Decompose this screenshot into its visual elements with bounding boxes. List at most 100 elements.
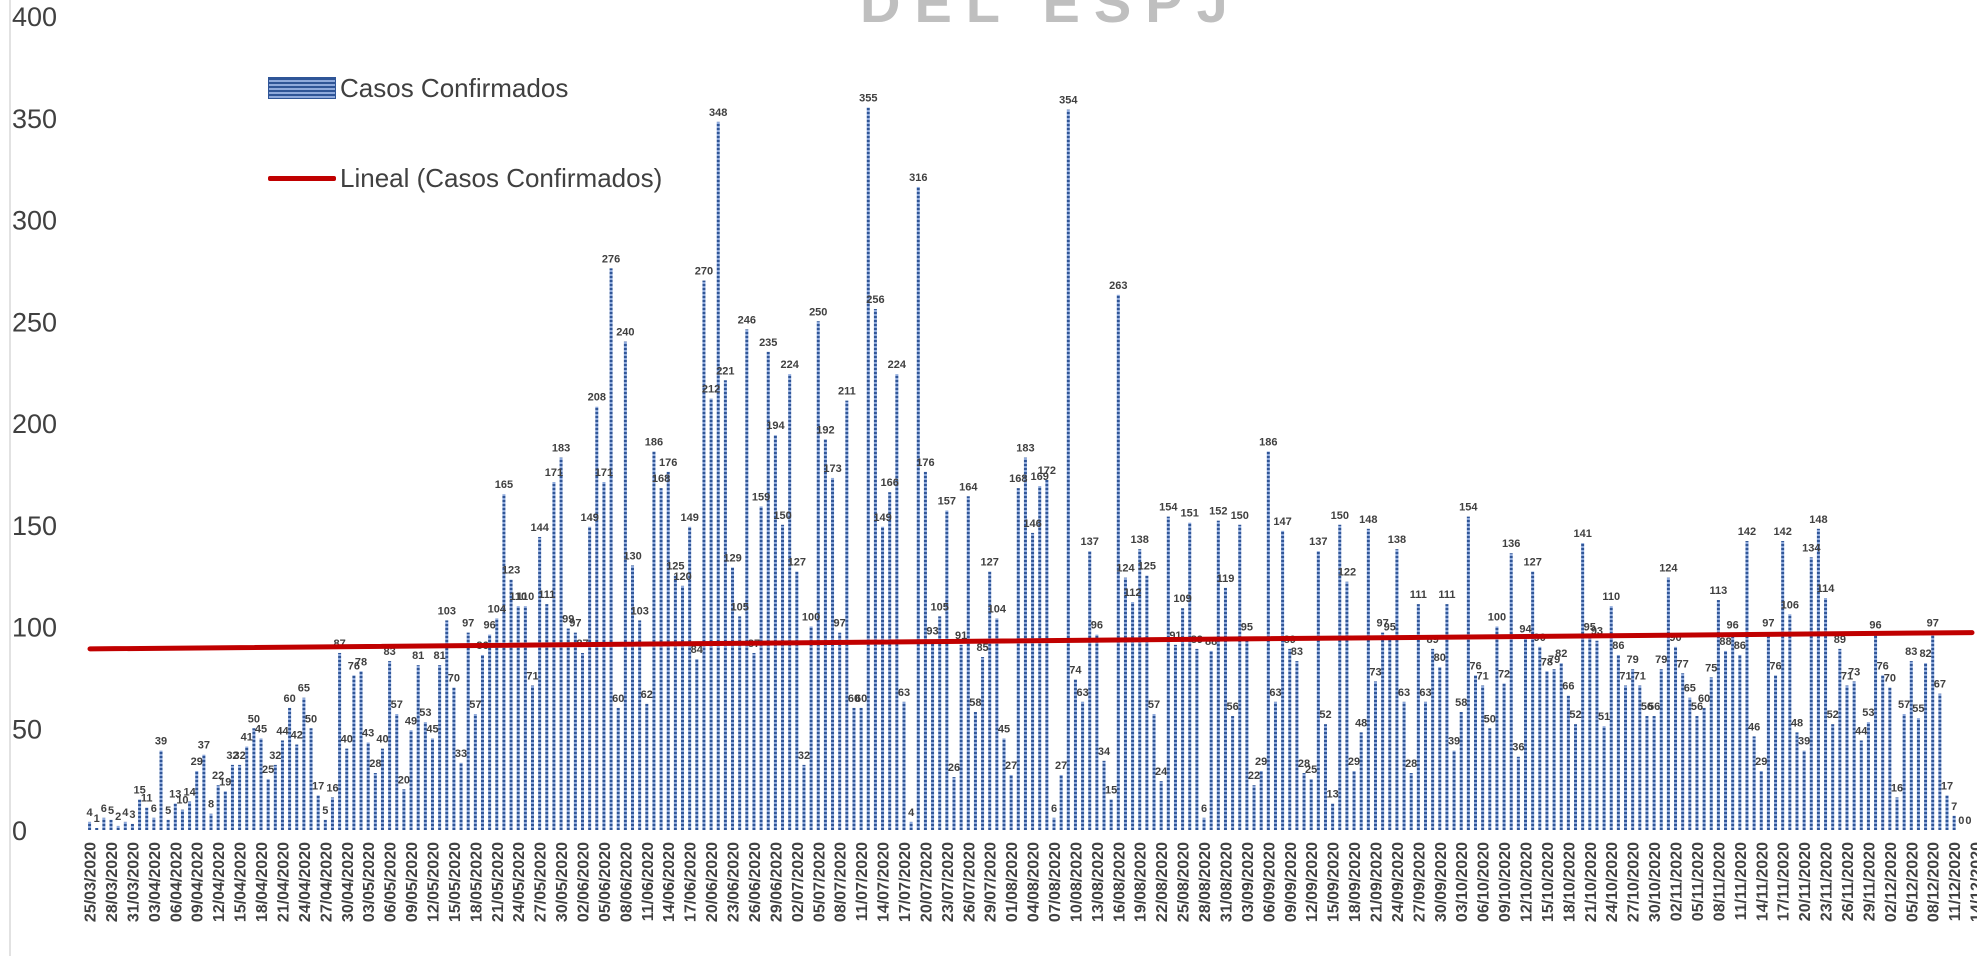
bar-value-label: 49 bbox=[405, 715, 417, 727]
bar-value-label: 79 bbox=[1548, 654, 1560, 666]
bar bbox=[731, 567, 735, 830]
bar-value-label: 159 bbox=[752, 491, 770, 503]
bar-value-label: 123 bbox=[502, 565, 520, 577]
bar-value-label: 208 bbox=[588, 392, 606, 404]
bar bbox=[266, 779, 270, 830]
bar bbox=[395, 714, 399, 830]
bar bbox=[1788, 614, 1792, 830]
x-tick-label: 25/03/2020 bbox=[83, 842, 100, 922]
bar-value-label: 113 bbox=[1710, 585, 1728, 597]
bar-value-label: 71 bbox=[1841, 671, 1853, 683]
bar-value-label: 5 bbox=[165, 805, 171, 817]
bar bbox=[1695, 716, 1699, 830]
bar bbox=[1645, 716, 1649, 830]
bar bbox=[466, 632, 470, 830]
bar bbox=[1252, 785, 1256, 830]
x-tick-label: 23/11/2020 bbox=[1819, 842, 1836, 921]
x-tick-label: 09/09/2020 bbox=[1283, 842, 1300, 922]
bar-value-label: 17 bbox=[312, 780, 324, 792]
bar-value-label: 26 bbox=[948, 762, 960, 774]
bar-value-label: 29 bbox=[1348, 756, 1360, 768]
bar-value-label: 17 bbox=[1941, 780, 1953, 792]
y-tick-label: 250 bbox=[12, 307, 57, 337]
bar bbox=[1702, 707, 1706, 830]
bar-value-label: 168 bbox=[1009, 473, 1027, 485]
bar bbox=[709, 398, 713, 830]
x-tick-label: 26/07/2020 bbox=[961, 842, 978, 922]
bar bbox=[1031, 532, 1035, 830]
bar-value-label: 5 bbox=[322, 805, 328, 817]
bar-value-label: 224 bbox=[780, 359, 799, 371]
bar bbox=[273, 764, 277, 830]
bar bbox=[1674, 646, 1678, 830]
bar bbox=[1531, 571, 1535, 830]
bar bbox=[1774, 675, 1778, 830]
bar bbox=[1081, 701, 1085, 830]
x-tick-label: 15/05/2020 bbox=[447, 842, 464, 922]
bar bbox=[1323, 724, 1327, 830]
bar bbox=[616, 707, 620, 830]
x-tick-label: 29/06/2020 bbox=[768, 842, 785, 922]
bar-value-label: 111 bbox=[1410, 589, 1427, 601]
bar-value-label: 43 bbox=[362, 727, 374, 739]
bar bbox=[1916, 718, 1920, 830]
x-tick-label: 30/10/2020 bbox=[1647, 842, 1664, 922]
bar bbox=[366, 742, 370, 830]
bar-value-label: 15 bbox=[1105, 784, 1117, 796]
y-tick-label: 200 bbox=[12, 409, 57, 439]
x-tick-label: 03/04/2020 bbox=[147, 842, 164, 922]
bar-value-label: 81 bbox=[434, 650, 446, 662]
bar-value-label: 150 bbox=[1231, 510, 1249, 522]
bar-value-label: 270 bbox=[695, 266, 713, 278]
bar-value-label: 111 bbox=[538, 589, 555, 601]
x-tick-label: 26/11/2020 bbox=[1840, 842, 1857, 921]
bar-value-label: 10 bbox=[176, 795, 188, 807]
bar-value-label: 127 bbox=[1523, 557, 1541, 569]
x-tick-label: 21/09/2020 bbox=[1368, 842, 1385, 922]
x-tick-label: 17/07/2020 bbox=[897, 842, 914, 922]
bar bbox=[845, 400, 849, 830]
bar bbox=[345, 748, 349, 830]
bar bbox=[1109, 799, 1113, 830]
bar-value-label: 40 bbox=[341, 734, 353, 746]
bar bbox=[638, 620, 642, 830]
bar bbox=[802, 764, 806, 830]
bar bbox=[1931, 632, 1935, 830]
bar bbox=[202, 754, 206, 830]
x-tick-label: 06/05/2020 bbox=[383, 842, 400, 922]
bar bbox=[873, 309, 877, 830]
bar-value-label: 60 bbox=[855, 693, 867, 705]
bar-value-label: 183 bbox=[552, 443, 570, 455]
bar-value-label: 32 bbox=[233, 750, 245, 762]
bar-value-label: 125 bbox=[666, 561, 684, 573]
legend-item-lineal: Lineal (Casos Confirmados) bbox=[268, 158, 662, 198]
bar bbox=[1288, 648, 1292, 830]
x-tick-label: 06/04/2020 bbox=[168, 842, 185, 922]
bar bbox=[1173, 644, 1177, 830]
bar bbox=[1624, 685, 1628, 830]
bar-value-label: 94 bbox=[1519, 624, 1532, 636]
bar bbox=[259, 738, 263, 830]
bar-value-label: 28 bbox=[1298, 758, 1310, 770]
x-tick-label: 16/08/2020 bbox=[1111, 842, 1128, 922]
bar bbox=[795, 571, 799, 830]
bar bbox=[1245, 636, 1249, 830]
x-tick-label: 09/05/2020 bbox=[404, 842, 421, 922]
bar bbox=[1838, 648, 1842, 830]
bar-value-label: 173 bbox=[823, 463, 841, 475]
bar-data-labels: 416 52 4 3151163951310142937822193232415045… bbox=[87, 93, 1972, 827]
bar-value-label: 32 bbox=[269, 750, 281, 762]
bar-value-label: 149 bbox=[873, 512, 891, 524]
x-tick-label: 27/09/2020 bbox=[1411, 842, 1428, 922]
bar-value-label: 63 bbox=[1398, 687, 1410, 699]
x-tick-label: 08/11/2020 bbox=[1711, 842, 1728, 921]
bar-value-label: 28 bbox=[1405, 758, 1417, 770]
bar-value-label: 19 bbox=[219, 776, 231, 788]
bar bbox=[1816, 528, 1820, 830]
y-tick-label: 100 bbox=[12, 613, 57, 643]
bar bbox=[209, 813, 213, 830]
bar-value-label: 154 bbox=[1459, 502, 1478, 514]
x-tick-label: 21/04/2020 bbox=[275, 842, 292, 922]
bar bbox=[716, 121, 720, 830]
